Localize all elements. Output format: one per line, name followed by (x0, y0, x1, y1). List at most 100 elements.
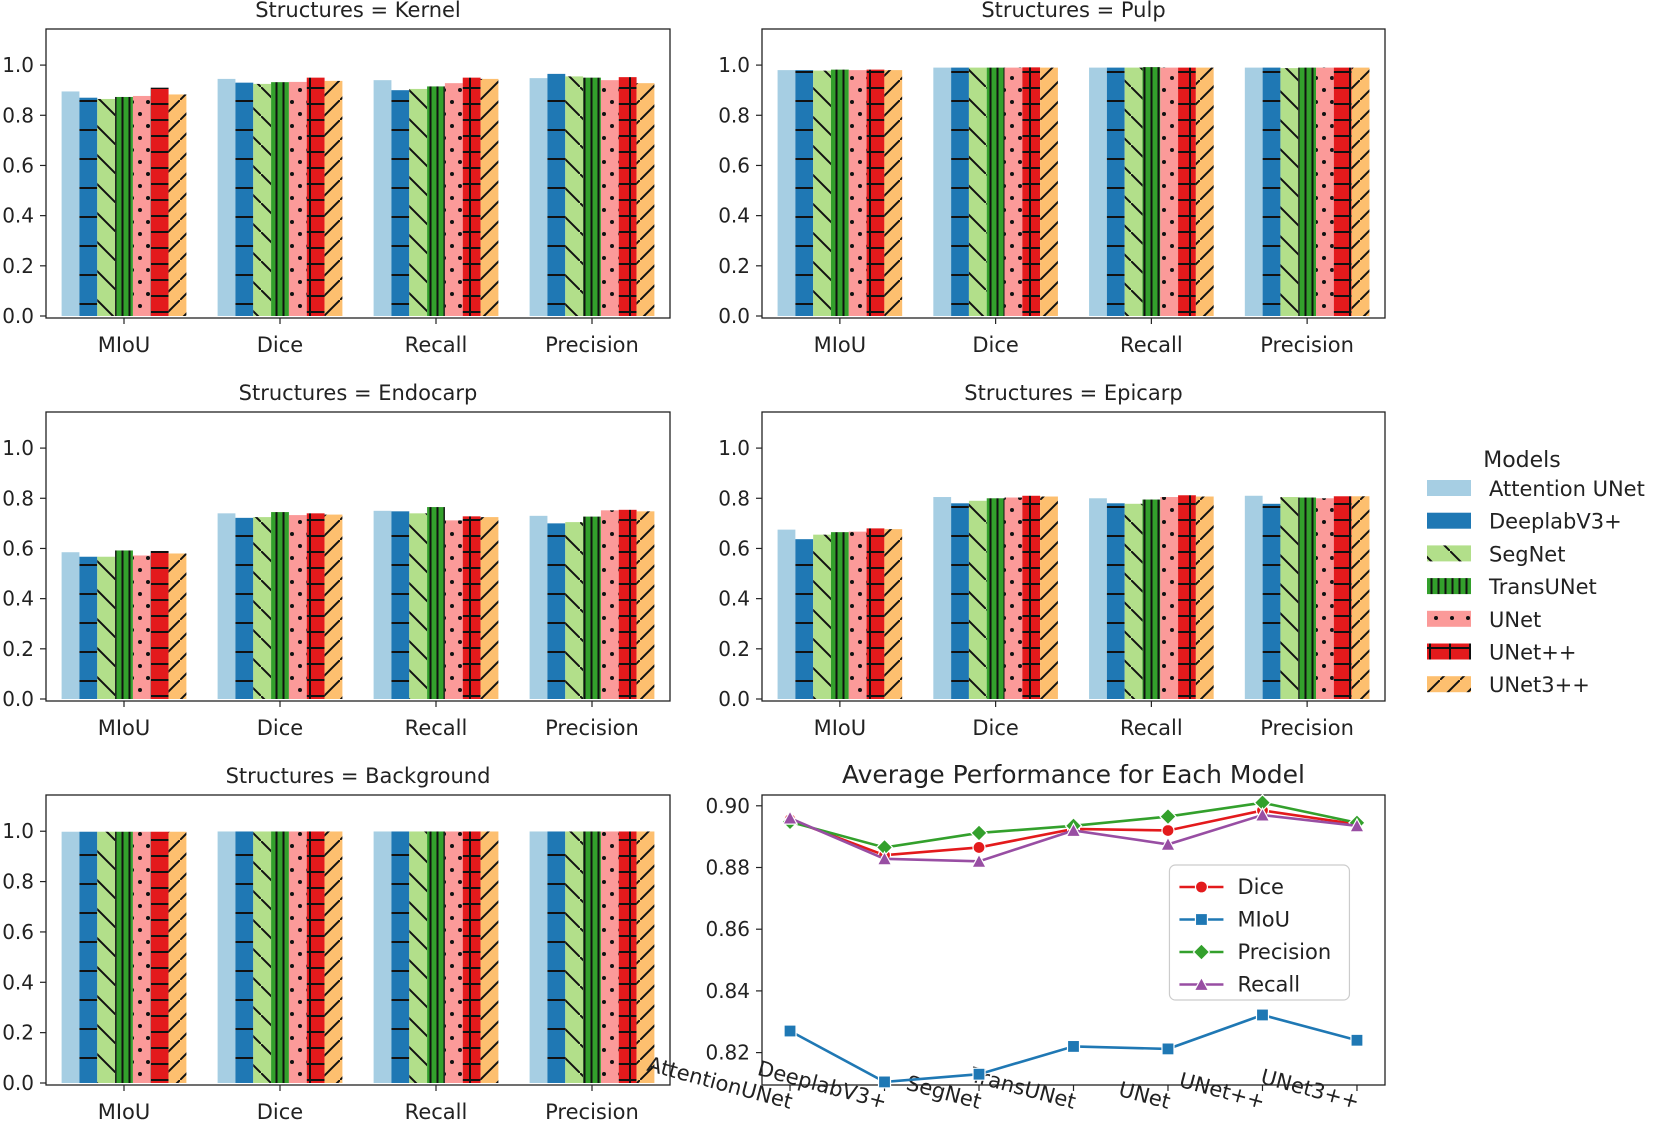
bar-unet--recall (462, 831, 481, 1083)
bar-segnet-dice (253, 83, 272, 316)
bar-transunet-recall (1142, 499, 1161, 699)
bar-attention-unet-precision (529, 78, 548, 317)
bar-attention-unet-precision (529, 831, 548, 1083)
bar-unet--miou (866, 69, 885, 316)
bar-chart-4: 0.0 0.2 0.4 0.6 0.8 1.0 MIoU Dice Recall Precisio… (718, 381, 1386, 740)
x-tick-label: Dice (257, 716, 303, 740)
bar-unet-recall (444, 83, 463, 316)
x-tick-label: MIoU (98, 1100, 151, 1124)
bar-attention-unet-dice (933, 67, 952, 317)
bar-deeplabv3--precision (1262, 503, 1281, 699)
bar-attention-unet-recall (373, 510, 392, 699)
bar-unet--miou (866, 528, 885, 699)
point-miou (1161, 1042, 1175, 1056)
y-tick-label: 1.0 (718, 436, 750, 460)
bar-deeplabv3--dice (235, 831, 254, 1083)
bar-unet-precision (1316, 67, 1334, 317)
bar-segnet-precision (565, 522, 584, 699)
bar-transunet-precision (1298, 67, 1317, 317)
bar-transunet-dice (271, 512, 289, 699)
point-miou (1350, 1033, 1364, 1047)
bar-deeplabv3--recall (1106, 67, 1125, 317)
legend-swatch-attention-unet (1427, 480, 1471, 496)
y-tick-label: 0.2 (2, 637, 34, 661)
point-recall (1254, 806, 1271, 822)
chart-title: Structures = Pulp (981, 0, 1165, 22)
y-tick-label: 0.0 (718, 304, 750, 328)
bar-unet-precision (600, 510, 619, 699)
bar-unet3--recall (480, 831, 499, 1083)
bar-unet3--recall (480, 78, 499, 316)
bar-segnet-recall (409, 831, 428, 1083)
bar-unet-miou (848, 531, 867, 699)
bar-transunet-miou (830, 69, 849, 316)
bar-unet--dice (1022, 495, 1041, 699)
legend-marker-dice (1194, 880, 1209, 894)
y-tick-label: 0.2 (2, 1021, 34, 1045)
bar-unet--precision (618, 509, 637, 699)
line-legend: Dice MIoU Precision Recall (1168, 864, 1351, 1001)
point-miou (1066, 1039, 1081, 1054)
bar-unet3--recall (1195, 496, 1214, 699)
bar-deeplabv3--precision (547, 831, 566, 1083)
line-chart-average-performance: 0.820.840.860.880.90AttentionUNetDeeplab… (645, 760, 1386, 1114)
x-tick-label: Precision (545, 333, 639, 357)
y-tick-label: 0.6 (2, 153, 34, 177)
chart-title: Average Performance for Each Model (842, 760, 1305, 789)
bar-deeplabv3--dice (235, 82, 254, 316)
y-tick-label: 0.0 (2, 687, 34, 711)
bar-deeplabv3--dice (235, 517, 254, 699)
x-tick-label: MIoU (98, 716, 151, 740)
bar-transunet-precision (583, 831, 601, 1083)
bar-unet-miou (132, 95, 151, 316)
y-tick-label: 0.6 (2, 920, 34, 944)
bar-attention-unet-precision (1244, 495, 1263, 699)
bar-segnet-dice (253, 517, 272, 699)
bar-deeplabv3--miou (79, 97, 98, 316)
y-tick-label: 0.2 (718, 254, 750, 278)
y-tick-label: 0.4 (2, 204, 34, 228)
bar-unet-recall (444, 831, 463, 1083)
bar-unet-dice (288, 81, 307, 316)
legend-marker-miou (1194, 912, 1209, 927)
bar-attention-unet-precision (1244, 67, 1263, 317)
bar-transunet-dice (986, 67, 1005, 317)
bar-chart-5: 0.0 0.2 0.4 0.6 0.8 1.0 MIoU Dice Recall Precisio… (2, 764, 671, 1124)
y-tick-label: 0.0 (2, 1071, 34, 1095)
bar-attention-unet-dice (217, 513, 236, 699)
bar-deeplabv3--recall (391, 90, 410, 316)
bar-deeplabv3--recall (391, 831, 410, 1083)
models-legend: Models Attention UNet DeeplabV3+ SegNet Tra… (1427, 448, 1645, 697)
bar-unet3--miou (884, 529, 903, 699)
bar-unet--precision (618, 831, 637, 1083)
legend-marker-precision (1192, 943, 1211, 961)
bar-unet--recall (1178, 495, 1196, 699)
bar-transunet-recall (427, 86, 445, 317)
bar-attention-unet-recall (373, 80, 392, 317)
bar-unet--dice (1022, 67, 1041, 316)
bar-unet3--dice (324, 831, 343, 1083)
bar-transunet-precision (583, 77, 601, 316)
x-tick-label: Recall (405, 1100, 468, 1124)
x-tick-label: Precision (1260, 716, 1354, 740)
bar-unet3--dice (324, 514, 343, 699)
bar-unet-dice (288, 515, 307, 699)
x-tick-label: Dice (257, 1100, 303, 1124)
y-tick-label: 0.2 (718, 637, 750, 661)
bar-attention-unet-miou (61, 831, 80, 1083)
bar-unet-precision (600, 80, 619, 317)
chart-title: Structures = Background (226, 764, 491, 788)
point-miou (783, 1024, 797, 1038)
bar-attention-unet-dice (933, 497, 952, 699)
x-tick-label: MIoU (814, 333, 867, 357)
bar-segnet-dice (968, 67, 987, 317)
bar-unet--recall (462, 77, 481, 316)
bar-unet--precision (1333, 67, 1352, 317)
point-recall (971, 853, 988, 868)
y-tick-label: 0.6 (2, 536, 34, 560)
y-tick-label: 0.0 (718, 687, 750, 711)
point-recall (782, 809, 799, 825)
bar-transunet-miou (115, 550, 133, 699)
point-precision (1159, 807, 1177, 826)
bar-deeplabv3--precision (547, 523, 566, 699)
